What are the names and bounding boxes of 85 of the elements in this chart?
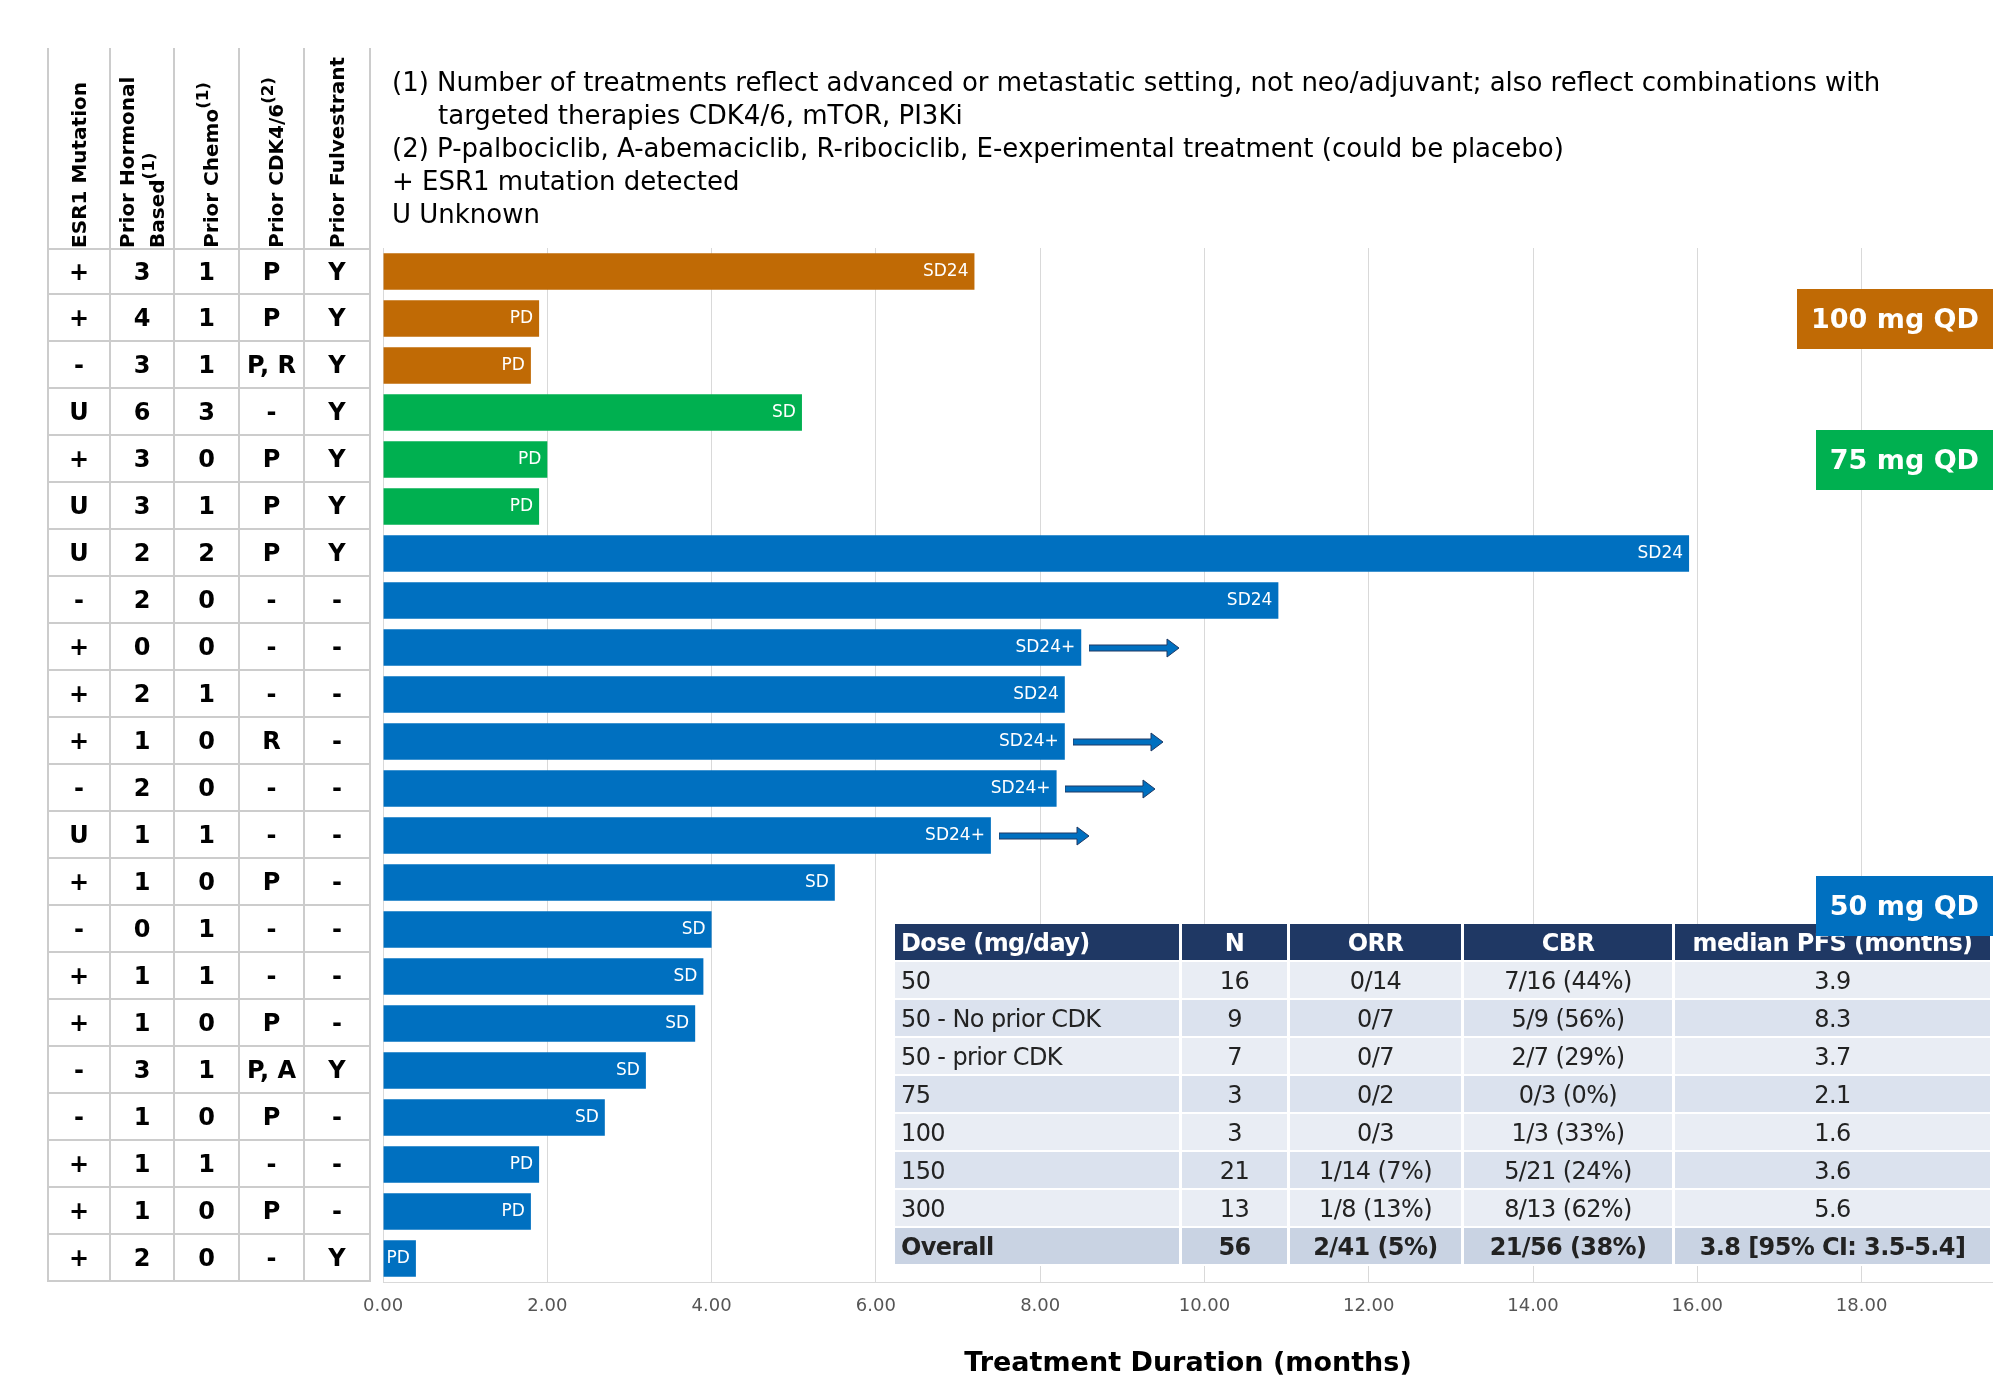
x-tick-label: 2.00 bbox=[527, 1294, 568, 1316]
category-label: + 1 0 P - bbox=[68, 1008, 342, 1037]
bar bbox=[383, 770, 1057, 807]
data-label: SD bbox=[673, 964, 698, 985]
data-label: PD bbox=[517, 447, 542, 468]
bar bbox=[383, 1052, 646, 1089]
data-label: SD bbox=[804, 870, 829, 891]
bar bbox=[383, 723, 1065, 760]
bar bbox=[383, 1146, 540, 1183]
category-label: - 0 1 - - bbox=[74, 914, 342, 943]
x-tick-label: 12.00 bbox=[1342, 1294, 1395, 1316]
text: + ESR1 mutation detected bbox=[392, 165, 741, 198]
x-tick-label: 6.00 bbox=[855, 1294, 896, 1316]
x-tick-label: 14.00 bbox=[1507, 1294, 1559, 1316]
category-label: + 1 0 P - bbox=[68, 1196, 342, 1225]
category-label: + 1 0 P - bbox=[68, 867, 342, 896]
category-label: - 1 0 P - bbox=[74, 1102, 342, 1131]
bar bbox=[383, 535, 1690, 572]
data-label: SD24+ bbox=[925, 823, 985, 844]
bar bbox=[383, 1193, 531, 1230]
bar bbox=[383, 582, 1279, 619]
text: 50 mg QD bbox=[1829, 890, 1979, 921]
bar bbox=[383, 300, 540, 337]
bar bbox=[383, 629, 1082, 666]
category-label: + 4 1 P Y bbox=[68, 303, 346, 332]
data-label: SD bbox=[574, 1105, 599, 1126]
category-label: U 2 2 P Y bbox=[69, 538, 346, 567]
x-tick-label: 0.00 bbox=[363, 1294, 404, 1316]
bar bbox=[383, 253, 975, 290]
text: ESR1 Mutation bbox=[67, 81, 91, 248]
bar bbox=[383, 958, 704, 995]
category-label: + 0 0 - - bbox=[68, 632, 342, 661]
data-label: SD24+ bbox=[999, 729, 1059, 750]
text: 75 mg QD bbox=[1815, 429, 1993, 490]
x-tick-label: 8.00 bbox=[1020, 1294, 1061, 1316]
category-label: U 3 1 P Y bbox=[69, 491, 346, 520]
x-tick-label: 4.00 bbox=[691, 1294, 732, 1316]
bar bbox=[383, 441, 548, 478]
data-label: SD bbox=[772, 400, 796, 421]
x-axis-title: Treatment Duration (months) bbox=[964, 1345, 1412, 1377]
category-label: + 2 0 - Y bbox=[68, 1243, 346, 1272]
bar bbox=[383, 1099, 605, 1136]
text: 100 mg QD bbox=[1797, 288, 1993, 349]
data-label: SD24 bbox=[1226, 588, 1273, 609]
x-tick-label: 18.00 bbox=[1835, 1294, 1888, 1316]
bar bbox=[383, 488, 540, 525]
category-label: - 2 0 - - bbox=[74, 773, 342, 802]
bar bbox=[383, 817, 991, 854]
bar bbox=[383, 676, 1065, 713]
category-label: - 2 0 - - bbox=[74, 585, 342, 614]
bar bbox=[383, 911, 712, 948]
data-label: SD24 bbox=[1013, 682, 1059, 703]
category-label: - 3 1 P, R Y bbox=[74, 350, 346, 379]
category-label: + 1 1 - - bbox=[68, 961, 342, 990]
bar bbox=[383, 1005, 696, 1042]
category-label: + 3 1 P Y bbox=[68, 257, 346, 286]
data-label: SD24 bbox=[1637, 541, 1684, 562]
data-label: PD bbox=[386, 1246, 410, 1267]
bar bbox=[383, 347, 531, 384]
category-label: + 1 1 - - bbox=[68, 1149, 342, 1178]
category-label: + 3 0 P Y bbox=[68, 444, 346, 473]
data-label: PD bbox=[509, 494, 534, 515]
text: Prior Fulvestrant bbox=[325, 56, 349, 248]
category-label: U 6 3 - Y bbox=[69, 397, 346, 426]
data-label: SD bbox=[681, 917, 706, 938]
category-label: - 3 1 P, A Y bbox=[74, 1055, 346, 1084]
data-label: PD bbox=[501, 353, 525, 374]
data-label: PD bbox=[501, 1199, 525, 1220]
category-label: + 1 0 R - bbox=[68, 726, 342, 755]
data-label: PD bbox=[509, 306, 534, 327]
category-label: U 1 1 - - bbox=[69, 820, 342, 849]
text: (1) Number of treatments reflect advanced or metastatic setting, not neo/adjuvant; also reflect combinations with targeted therapies CDK4/6, mTOR, PI3Ki bbox=[392, 66, 1882, 132]
data-label: SD24+ bbox=[990, 776, 1051, 797]
data-label: SD24 bbox=[922, 259, 969, 280]
bar bbox=[383, 864, 835, 901]
data-label: SD bbox=[616, 1058, 640, 1079]
bar bbox=[383, 394, 802, 431]
data-label: SD24+ bbox=[1015, 635, 1076, 656]
x-tick-label: 16.00 bbox=[1671, 1294, 1724, 1316]
x-tick-label: 10.00 bbox=[1178, 1294, 1231, 1316]
text: (2) P-palbociclib, A-abemaciclib, R-ribociclib, E-experimental treatment (could be placebo) bbox=[392, 132, 1565, 165]
data-label: SD bbox=[665, 1011, 690, 1032]
category-label: + 2 1 - - bbox=[68, 679, 342, 708]
data-label: PD bbox=[509, 1152, 534, 1173]
text: U Unknown bbox=[392, 198, 541, 231]
